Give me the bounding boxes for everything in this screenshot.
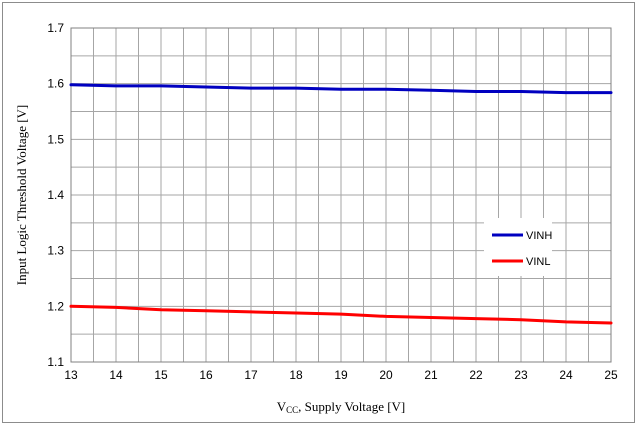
x-axis-title-subscript: CC <box>286 405 298 415</box>
y-tick-label: 1.6 <box>47 77 64 91</box>
x-tick-label: 14 <box>109 368 123 382</box>
legend: VINH VINL <box>484 218 552 276</box>
legend-label-vinh: VINH <box>526 230 552 242</box>
x-tick-label: 25 <box>604 368 618 382</box>
x-tick-label: 21 <box>424 368 438 382</box>
y-tick-label: 1.5 <box>47 132 64 146</box>
series-lines <box>69 83 613 325</box>
y-tick-label: 1.1 <box>47 355 64 369</box>
x-tick-label: 20 <box>379 368 393 382</box>
x-tick-label: 24 <box>559 368 573 382</box>
x-axis-title: VCC, Supply Voltage [V] <box>277 399 406 415</box>
tick-labels: 13 14 15 16 17 18 19 20 21 22 23 24 25 1.1 1.2 1.3 1.4 1.… <box>47 21 618 382</box>
x-tick-label: 22 <box>469 368 483 382</box>
x-axis-title-v: V <box>277 399 287 414</box>
x-tick-label: 16 <box>199 368 213 382</box>
y-tick-label: 1.7 <box>47 21 64 35</box>
plot-area <box>70 27 612 363</box>
x-tick-label: 19 <box>334 368 348 382</box>
x-tick-label: 13 <box>64 368 78 382</box>
series-line-vinl <box>69 304 613 325</box>
series-line-vinh <box>69 83 613 95</box>
y-tick-label: 1.3 <box>47 244 64 258</box>
x-axis-title-rest: , Supply Voltage [V] <box>298 399 405 414</box>
x-tick-label: 15 <box>154 368 168 382</box>
y-axis-title: Input Logic Threshold Voltage [V] <box>14 105 29 286</box>
x-tick-label: 17 <box>244 368 258 382</box>
grid <box>71 28 611 362</box>
y-tick-label: 1.2 <box>47 299 64 313</box>
x-tick-label: 18 <box>289 368 303 382</box>
y-tick-label: 1.4 <box>47 188 64 202</box>
legend-box <box>484 218 552 276</box>
legend-label-vinl: VINL <box>526 256 550 268</box>
x-tick-label: 23 <box>514 368 528 382</box>
